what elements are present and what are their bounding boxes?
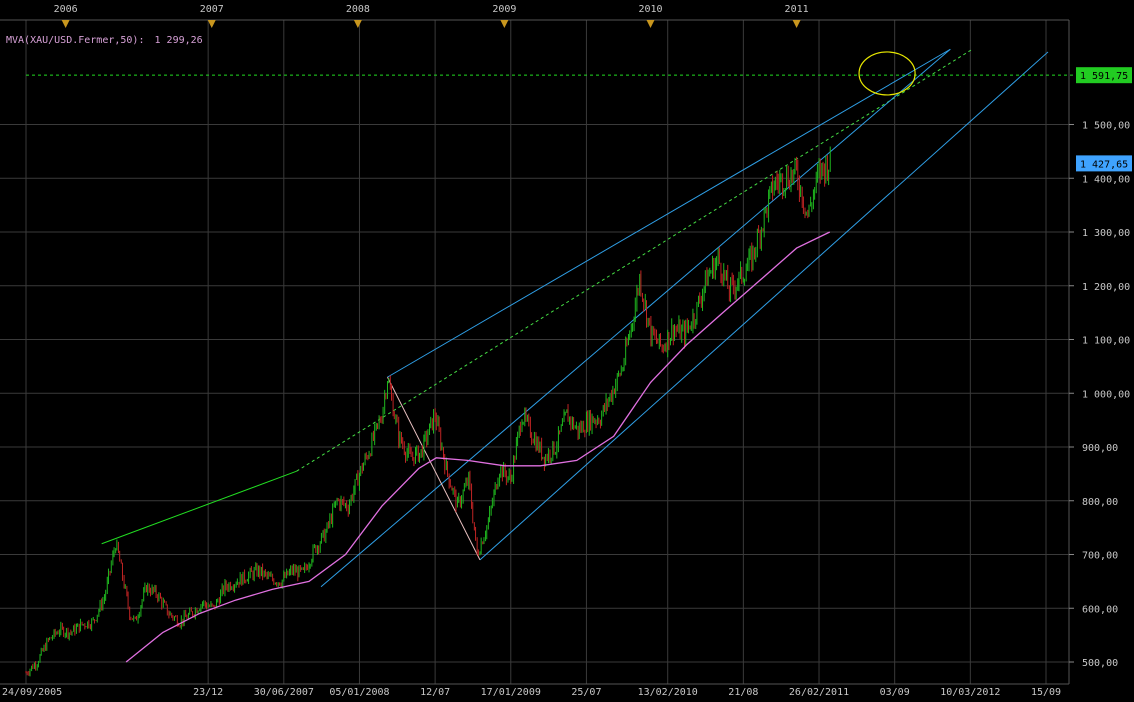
x-tick-label: 10/03/2012: [940, 687, 1000, 698]
y-tick-label: 1 500,00: [1082, 121, 1130, 132]
x-tick-label: 25/07: [571, 687, 601, 698]
year-label: 2010: [638, 4, 662, 15]
trend-line-channel-upper: [387, 48, 951, 378]
indicator-value: 1 299,26: [155, 35, 203, 46]
x-tick-label: 05/01/2008: [329, 687, 389, 698]
indicator-name: MVA(XAU/USD.Fermer,50):: [6, 35, 144, 46]
year-label: 2007: [200, 4, 224, 15]
year-label: 2006: [54, 4, 78, 15]
trend-line-channel-lower: [479, 51, 1049, 561]
moving-average-line: [125, 231, 831, 663]
trend-line-green-solid: [101, 470, 297, 545]
y-tick-label: 900,00: [1082, 443, 1118, 454]
annotations: [858, 51, 916, 96]
price-badge: [1076, 67, 1132, 84]
year-marker-triangle: [500, 20, 509, 28]
y-tick-label: 1 000,00: [1082, 389, 1130, 400]
x-tick-label: 17/01/2009: [481, 687, 541, 698]
price-badge-label: 1 591,75: [1080, 71, 1128, 82]
x-tick-label: 26/02/2011: [789, 687, 849, 698]
year-marker-triangle: [646, 20, 655, 28]
x-axis: 24/09/2005 23/12 30/06/2007 05/01/2008 12/07…: [2, 687, 1061, 698]
trend-line-drop-line: [387, 376, 481, 561]
x-tick-label: 15/09: [1031, 687, 1061, 698]
x-tick-label: 03/09: [880, 687, 910, 698]
year-label: 2009: [492, 4, 516, 15]
year-label: 2011: [785, 4, 809, 15]
year-markers: 2006 2007 2008 2009 2010 2011: [54, 4, 809, 28]
price-badges: 1 591,75 1 427,65: [1076, 67, 1132, 172]
y-tick-label: 800,00: [1082, 497, 1118, 508]
y-tick-label: 1 100,00: [1082, 336, 1130, 347]
x-tick-label: 13/02/2010: [638, 687, 698, 698]
highlight-ellipse: [858, 51, 916, 96]
y-tick-label: 700,00: [1082, 551, 1118, 562]
y-tick-label: 500,00: [1082, 658, 1118, 669]
x-tick-label: 12/07: [420, 687, 450, 698]
price-badge-label: 1 427,65: [1080, 159, 1128, 170]
year-label: 2008: [346, 4, 370, 15]
trend-line-green-dashed: [296, 48, 973, 472]
y-tick-label: 1 200,00: [1082, 282, 1130, 293]
x-tick-label: 24/09/2005: [2, 687, 62, 698]
indicator-label: MVA(XAU/USD.Fermer,50): 1 299,26: [6, 35, 203, 46]
x-tick-label: 21/08: [728, 687, 758, 698]
y-tick-label: 1 300,00: [1082, 228, 1130, 239]
year-marker-triangle: [61, 20, 70, 28]
price-badge: [1076, 155, 1132, 172]
year-marker-triangle: [207, 20, 216, 28]
y-tick-label: 600,00: [1082, 604, 1118, 615]
moving-average: [125, 231, 831, 663]
y-axis: 500,00 600,00 700,00 800,00 900,00 1 000,00 1 …: [1069, 121, 1130, 669]
x-tick-label: 30/06/2007: [254, 687, 314, 698]
year-marker-triangle: [353, 20, 362, 28]
x-tick-label: 23/12: [193, 687, 223, 698]
year-marker-triangle: [792, 20, 801, 28]
y-tick-label: 1 400,00: [1082, 174, 1130, 185]
